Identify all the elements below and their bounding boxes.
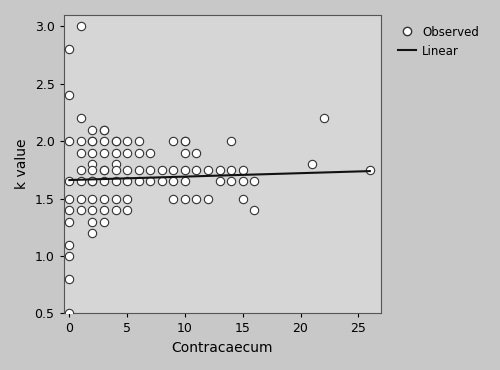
Point <box>146 178 154 184</box>
Point <box>100 219 108 225</box>
Point <box>88 161 96 167</box>
Point <box>227 178 235 184</box>
Point <box>77 196 85 202</box>
Point <box>192 167 200 173</box>
Point <box>88 178 96 184</box>
Point <box>181 138 189 144</box>
Point <box>238 167 246 173</box>
Point <box>88 207 96 213</box>
Point <box>66 253 74 259</box>
Point <box>100 207 108 213</box>
Point <box>66 92 74 98</box>
X-axis label: Contracaecum: Contracaecum <box>172 341 273 355</box>
Point <box>77 115 85 121</box>
Point <box>77 150 85 156</box>
Point <box>123 138 131 144</box>
Point <box>88 138 96 144</box>
Point <box>216 178 224 184</box>
Point <box>100 167 108 173</box>
Point <box>134 167 142 173</box>
Point <box>66 310 74 316</box>
Point <box>88 178 96 184</box>
Point <box>112 138 120 144</box>
Point <box>134 138 142 144</box>
Point <box>77 24 85 30</box>
Point <box>320 115 328 121</box>
Point <box>134 178 142 184</box>
Point <box>250 207 258 213</box>
Point <box>238 178 246 184</box>
Y-axis label: k value: k value <box>15 139 29 189</box>
Point <box>181 138 189 144</box>
Point <box>227 167 235 173</box>
Point <box>66 207 74 213</box>
Legend: Observed, Linear: Observed, Linear <box>394 21 484 62</box>
Point <box>66 178 74 184</box>
Point <box>100 196 108 202</box>
Point <box>88 150 96 156</box>
Point <box>250 178 258 184</box>
Point <box>112 150 120 156</box>
Point <box>88 230 96 236</box>
Point <box>170 178 177 184</box>
Point <box>204 167 212 173</box>
Point <box>112 161 120 167</box>
Point <box>112 207 120 213</box>
Point <box>227 138 235 144</box>
Point <box>192 196 200 202</box>
Point <box>123 150 131 156</box>
Point <box>123 196 131 202</box>
Point <box>181 178 189 184</box>
Point <box>88 196 96 202</box>
Point <box>181 167 189 173</box>
Point <box>181 196 189 202</box>
Point <box>100 167 108 173</box>
Point <box>123 167 131 173</box>
Point <box>112 178 120 184</box>
Point <box>146 150 154 156</box>
Point <box>204 196 212 202</box>
Point <box>66 242 74 248</box>
Point <box>66 47 74 53</box>
Point <box>66 219 74 225</box>
Point <box>100 178 108 184</box>
Point <box>66 196 74 202</box>
Point <box>170 196 177 202</box>
Point <box>77 178 85 184</box>
Point <box>308 161 316 167</box>
Point <box>88 167 96 173</box>
Point <box>366 167 374 173</box>
Point <box>100 138 108 144</box>
Point <box>77 207 85 213</box>
Point <box>88 219 96 225</box>
Point <box>100 127 108 133</box>
Point <box>181 150 189 156</box>
Point <box>134 150 142 156</box>
Point <box>77 167 85 173</box>
Point <box>100 150 108 156</box>
Point <box>112 138 120 144</box>
Point <box>170 167 177 173</box>
Point <box>77 138 85 144</box>
Point <box>192 150 200 156</box>
Point <box>88 127 96 133</box>
Point <box>88 138 96 144</box>
Point <box>123 207 131 213</box>
Point <box>112 196 120 202</box>
Point <box>146 167 154 173</box>
Point <box>170 138 177 144</box>
Point <box>238 196 246 202</box>
Point <box>66 138 74 144</box>
Point <box>123 178 131 184</box>
Point <box>216 167 224 173</box>
Point <box>158 167 166 173</box>
Point <box>100 127 108 133</box>
Point <box>112 167 120 173</box>
Point <box>158 178 166 184</box>
Point <box>66 276 74 282</box>
